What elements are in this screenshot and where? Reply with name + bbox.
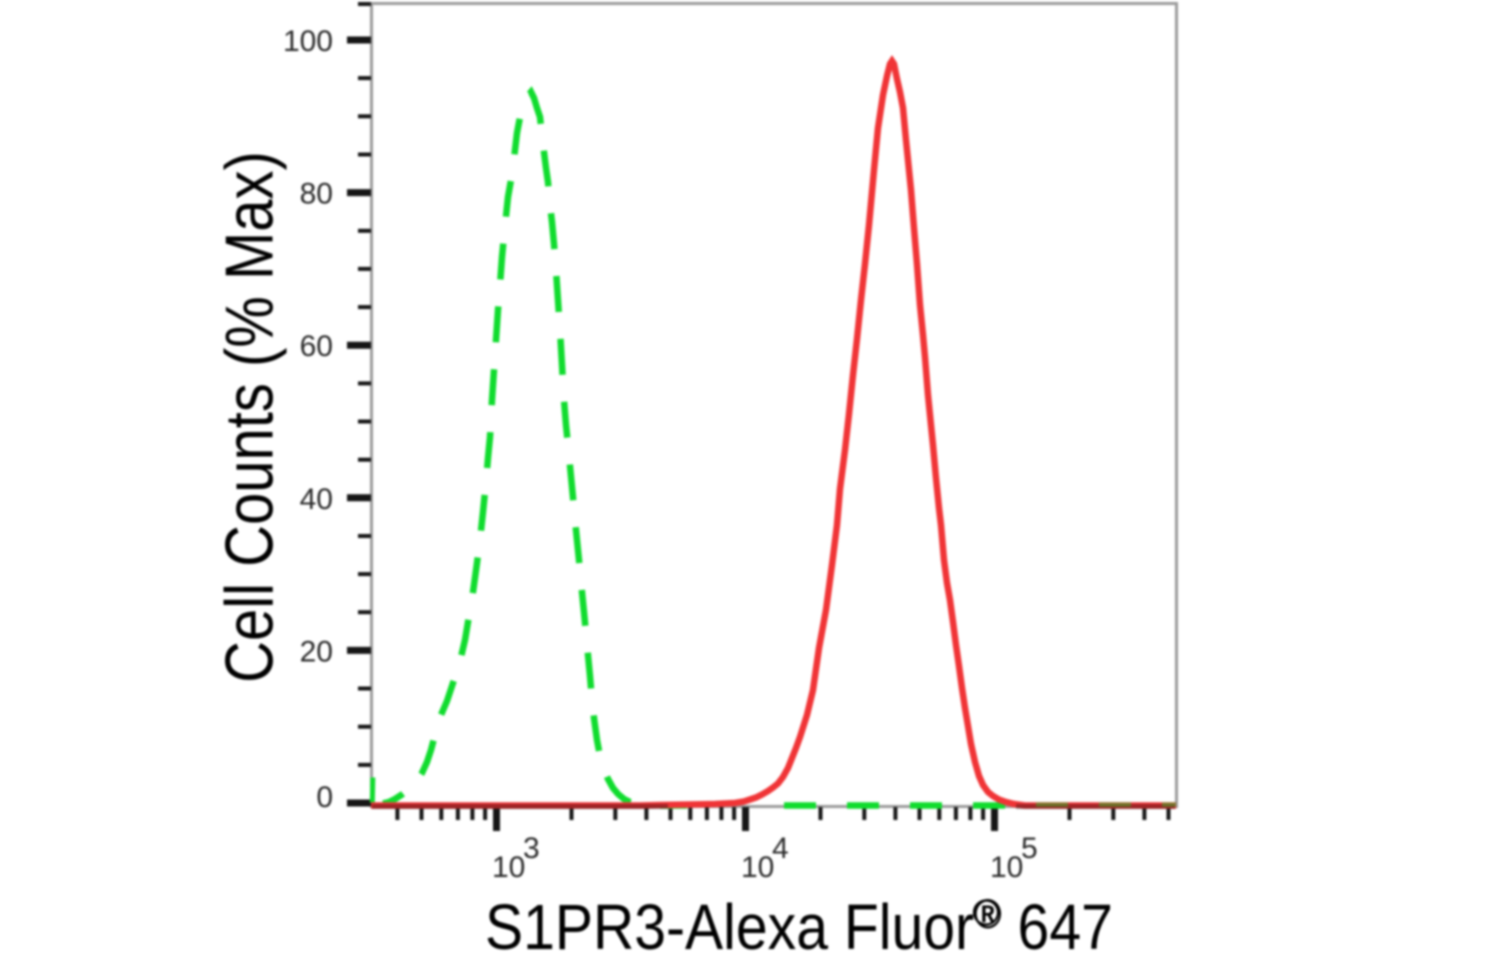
svg-text:80: 80 (300, 178, 333, 211)
svg-text:60: 60 (300, 330, 333, 363)
svg-text:20: 20 (300, 635, 333, 668)
svg-text:5: 5 (1021, 832, 1038, 865)
svg-text:10: 10 (741, 851, 774, 884)
svg-text:10: 10 (990, 851, 1023, 884)
svg-text:10: 10 (492, 851, 525, 884)
svg-text:0: 0 (316, 781, 333, 814)
svg-text:S1PR3-Alexa Fluor® 647: S1PR3-Alexa Fluor® 647 (485, 891, 1113, 958)
svg-text:3: 3 (523, 832, 540, 865)
svg-text:Cell Counts (% Max): Cell Counts (% Max) (212, 151, 287, 683)
svg-text:40: 40 (300, 483, 333, 516)
svg-text:4: 4 (772, 832, 789, 865)
svg-text:100: 100 (283, 25, 333, 58)
